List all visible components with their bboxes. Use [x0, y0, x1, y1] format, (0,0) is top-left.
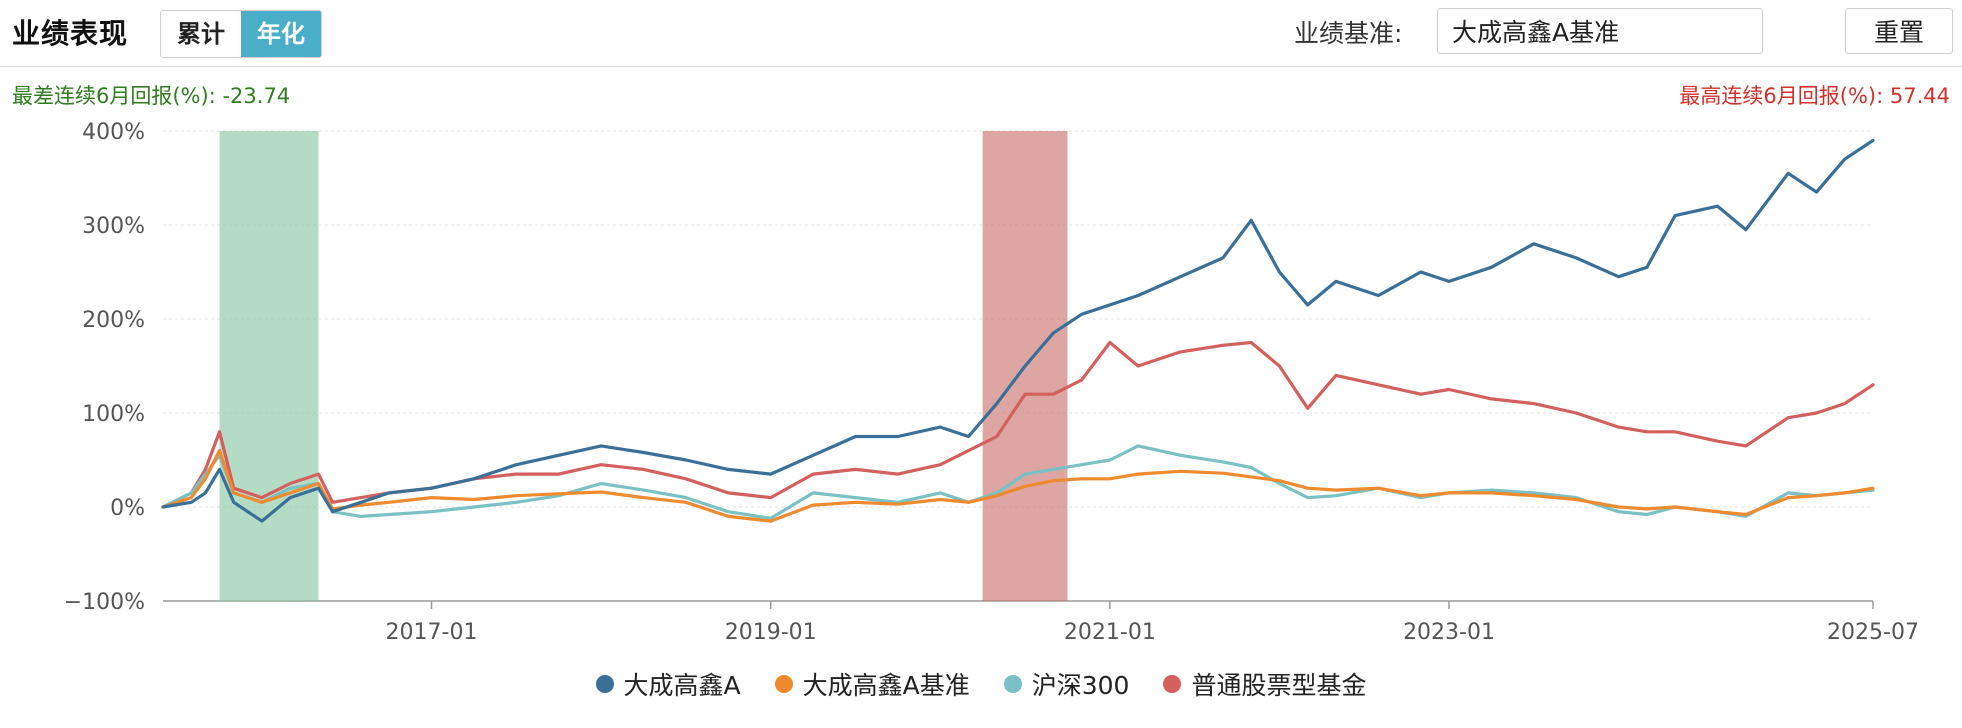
line-stock-fund — [161, 340, 1875, 509]
legend-label-fund: 大成高鑫A — [623, 671, 741, 700]
legend-item-stock-fund[interactable]: 普通股票型基金 — [1163, 666, 1366, 702]
worst-6m-label: 最差连续6月回报(%): — [12, 84, 216, 108]
legend-dot-stock-fund — [1163, 675, 1182, 693]
legend-item-hs300[interactable]: 沪深300 — [1003, 666, 1130, 702]
best-6m-label: 最高连续6月回报(%): — [1679, 84, 1884, 108]
legend-label-hs300: 沪深300 — [1031, 671, 1130, 700]
y-tick-label: 0% — [110, 496, 145, 521]
y-tick-label: 300% — [82, 214, 145, 239]
benchmark-input[interactable] — [1437, 8, 1763, 54]
legend-item-benchmark[interactable]: 大成高鑫A基准 — [774, 666, 970, 702]
x-tick-label: 2025-07 — [1827, 620, 1919, 645]
chart-legend: 大成高鑫A 大成高鑫A基准 沪深300 普通股票型基金 — [0, 666, 1962, 702]
best-6m-return: 最高连续6月回报(%): 57.44 — [1679, 80, 1950, 110]
x-tick-label: 2023-01 — [1403, 620, 1495, 645]
y-tick-label: 200% — [82, 308, 145, 333]
tab-annualized[interactable]: 年化 — [241, 11, 321, 57]
worst-6m-band — [219, 131, 319, 601]
legend-item-fund[interactable]: 大成高鑫A — [595, 666, 741, 702]
y-tick-label: 400% — [82, 120, 145, 145]
performance-header: 业绩表现 累计 年化 业绩基准: 重置 — [0, 0, 1962, 67]
tab-cumulative[interactable]: 累计 — [161, 11, 241, 57]
legend-dot-hs300 — [1003, 675, 1022, 693]
view-tabs: 累计 年化 — [160, 10, 322, 58]
legend-dot-fund — [595, 675, 614, 693]
section-title: 业绩表现 — [12, 17, 129, 50]
line-fund — [161, 138, 1875, 523]
legend-label-stock-fund: 普通股票型基金 — [1191, 671, 1367, 700]
performance-chart: 400% 300% 200% 100% 0% −100% 2017-01 2019-01 202… — [64, 120, 1919, 645]
legend-label-benchmark: 大成高鑫A基准 — [802, 671, 970, 700]
y-tick-label: −100% — [64, 590, 145, 615]
x-tick-label: 2017-01 — [386, 620, 478, 645]
worst-6m-return: 最差连续6月回报(%): -23.74 — [12, 80, 290, 110]
x-tick-label: 2021-01 — [1064, 620, 1156, 645]
benchmark-label: 业绩基准: — [1294, 19, 1403, 48]
y-tick-label: 100% — [82, 402, 145, 427]
reset-button[interactable]: 重置 — [1845, 8, 1953, 54]
x-tick-label: 2019-01 — [725, 620, 817, 645]
best-6m-value: 57.44 — [1889, 84, 1950, 108]
worst-6m-value: -23.74 — [222, 84, 291, 108]
legend-dot-benchmark — [774, 675, 793, 693]
